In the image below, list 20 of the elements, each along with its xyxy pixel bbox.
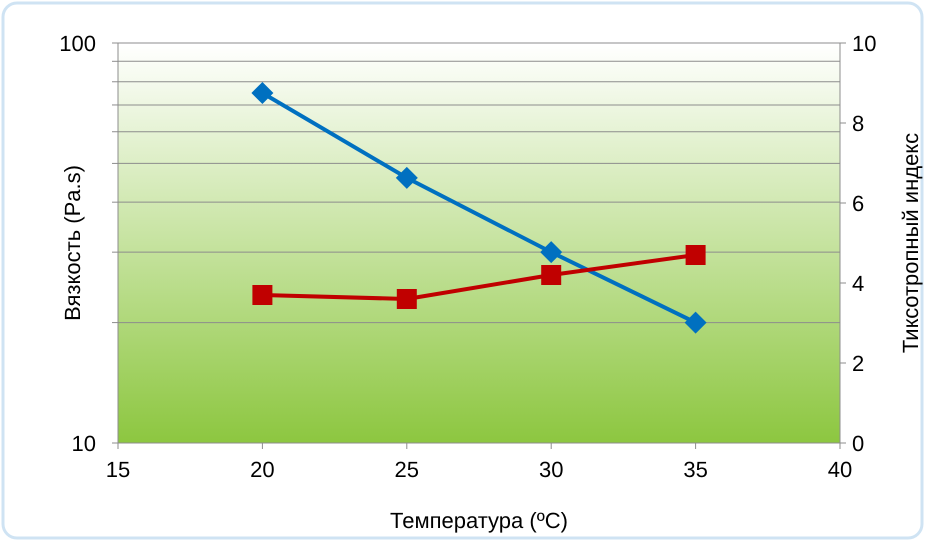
y2-tick-label: 10 <box>852 31 876 56</box>
x-axis-title: Температура (ºC) <box>390 508 568 533</box>
point <box>396 166 418 189</box>
y2-tick-label: 8 <box>852 111 864 136</box>
x-tick-label: 25 <box>394 457 420 482</box>
y-tick-label: 100 <box>59 31 96 56</box>
y2-tick-label: 6 <box>852 191 864 216</box>
y2-tick-label: 0 <box>852 431 864 456</box>
point <box>251 82 274 104</box>
y2-axis-title: Тикcотропный индекс <box>898 132 923 354</box>
y2-tick-label: 2 <box>852 351 864 376</box>
x-tick-label: 35 <box>683 457 708 482</box>
x-tick-label: 20 <box>250 457 275 482</box>
x-tick-label: 30 <box>538 457 564 482</box>
point <box>684 312 707 334</box>
y-axis-title: Вязкость (Pa.s) <box>60 165 85 321</box>
x-tick-label: 15 <box>106 457 130 482</box>
point <box>540 241 562 264</box>
y2-tick-label: 4 <box>852 271 864 296</box>
x-tick-label: 40 <box>828 457 852 482</box>
